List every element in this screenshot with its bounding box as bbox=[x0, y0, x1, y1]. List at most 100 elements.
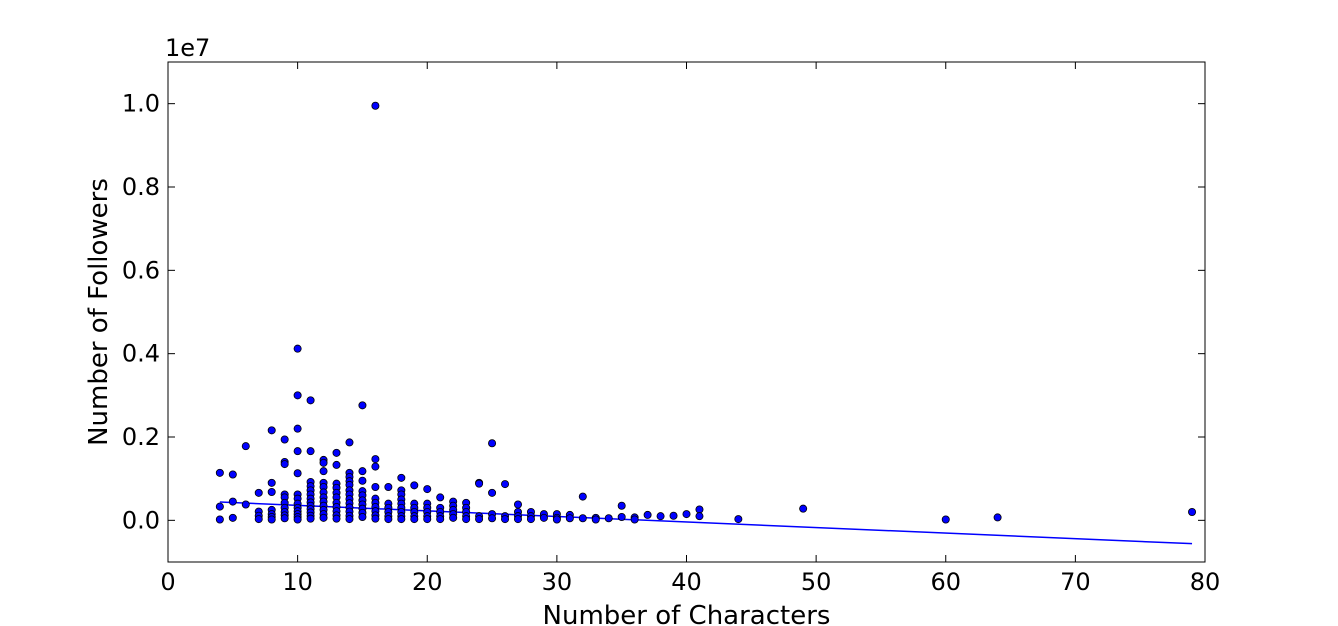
data-point bbox=[372, 483, 379, 490]
data-point bbox=[398, 474, 405, 481]
data-point bbox=[683, 510, 690, 517]
data-point bbox=[229, 514, 236, 521]
data-point bbox=[333, 461, 340, 468]
x-tick-label: 50 bbox=[801, 568, 832, 596]
data-point bbox=[398, 515, 405, 522]
data-point bbox=[488, 440, 495, 447]
y-tick-label: 0.4 bbox=[122, 340, 160, 368]
data-point bbox=[294, 516, 301, 523]
data-point bbox=[268, 488, 275, 495]
x-tick-label: 10 bbox=[282, 568, 313, 596]
x-tick-label: 30 bbox=[542, 568, 573, 596]
data-point bbox=[618, 513, 625, 520]
y-tick-label: 0.2 bbox=[122, 423, 160, 451]
data-point bbox=[424, 485, 431, 492]
data-point bbox=[657, 513, 664, 520]
data-point bbox=[488, 489, 495, 496]
data-point bbox=[229, 471, 236, 478]
data-point bbox=[294, 448, 301, 455]
data-point bbox=[631, 516, 638, 523]
data-point bbox=[579, 515, 586, 522]
data-point bbox=[320, 459, 327, 466]
data-point bbox=[294, 425, 301, 432]
data-point bbox=[294, 470, 301, 477]
x-tick-label: 80 bbox=[1190, 568, 1221, 596]
data-point bbox=[268, 479, 275, 486]
data-point bbox=[994, 514, 1001, 521]
data-point bbox=[411, 482, 418, 489]
data-point bbox=[450, 514, 457, 521]
data-point bbox=[294, 345, 301, 352]
data-point bbox=[268, 427, 275, 434]
data-point bbox=[605, 515, 612, 522]
data-point bbox=[942, 516, 949, 523]
data-point bbox=[385, 483, 392, 490]
y-tick-label: 0.6 bbox=[122, 256, 160, 284]
data-point bbox=[540, 514, 547, 521]
data-point bbox=[359, 402, 366, 409]
data-point bbox=[346, 439, 353, 446]
data-point bbox=[281, 515, 288, 522]
data-point bbox=[307, 448, 314, 455]
data-point bbox=[501, 480, 508, 487]
data-point bbox=[268, 516, 275, 523]
x-tick-label: 60 bbox=[930, 568, 961, 596]
data-point bbox=[800, 505, 807, 512]
data-point bbox=[307, 397, 314, 404]
data-point bbox=[372, 463, 379, 470]
data-point bbox=[281, 460, 288, 467]
data-point bbox=[1188, 508, 1195, 515]
data-point bbox=[372, 102, 379, 109]
data-point bbox=[229, 498, 236, 505]
data-point bbox=[501, 515, 508, 522]
data-point bbox=[320, 514, 327, 521]
x-axis-label: Number of Characters bbox=[543, 601, 831, 626]
data-point bbox=[359, 513, 366, 520]
data-point bbox=[255, 515, 262, 522]
data-point bbox=[696, 513, 703, 520]
data-point bbox=[618, 502, 625, 509]
y-tick-label: 0.8 bbox=[122, 173, 160, 201]
data-point bbox=[359, 477, 366, 484]
data-point bbox=[437, 515, 444, 522]
x-tick-label: 40 bbox=[671, 568, 702, 596]
data-point bbox=[242, 501, 249, 508]
x-tick-label: 0 bbox=[160, 568, 175, 596]
data-point bbox=[385, 515, 392, 522]
data-point bbox=[579, 493, 586, 500]
x-tick-label: 70 bbox=[1060, 568, 1091, 596]
data-point bbox=[463, 515, 470, 522]
data-point bbox=[216, 516, 223, 523]
y-axis-offset-label: 1e7 bbox=[165, 34, 210, 62]
data-point bbox=[696, 506, 703, 513]
data-point bbox=[216, 503, 223, 510]
data-point bbox=[476, 515, 483, 522]
data-point bbox=[346, 515, 353, 522]
data-point bbox=[514, 515, 521, 522]
data-point bbox=[372, 515, 379, 522]
y-tick-label: 0.0 bbox=[122, 506, 160, 534]
data-point bbox=[294, 392, 301, 399]
data-point bbox=[333, 449, 340, 456]
data-point bbox=[566, 515, 573, 522]
data-point bbox=[255, 489, 262, 496]
data-point bbox=[424, 515, 431, 522]
data-point bbox=[488, 515, 495, 522]
data-point bbox=[307, 515, 314, 522]
data-point bbox=[592, 516, 599, 523]
data-point bbox=[644, 511, 651, 518]
data-point bbox=[372, 455, 379, 462]
data-point bbox=[333, 515, 340, 522]
y-axis-label: Number of Followers bbox=[84, 178, 114, 446]
data-point bbox=[476, 480, 483, 487]
data-point bbox=[670, 512, 677, 519]
data-point bbox=[553, 516, 560, 523]
x-tick-label: 20 bbox=[412, 568, 443, 596]
data-point bbox=[437, 494, 444, 501]
data-point bbox=[735, 515, 742, 522]
data-point bbox=[359, 468, 366, 475]
data-point bbox=[514, 501, 521, 508]
data-point bbox=[281, 436, 288, 443]
